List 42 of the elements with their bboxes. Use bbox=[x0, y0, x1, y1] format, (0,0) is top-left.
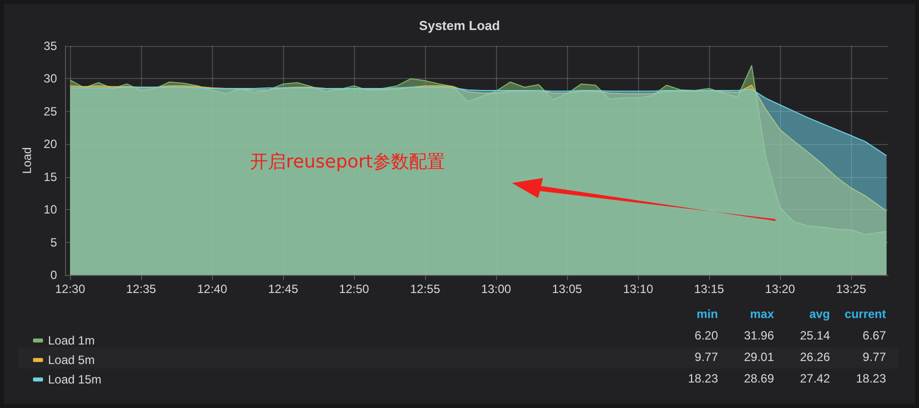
y-tick-label: 20 bbox=[44, 137, 58, 152]
text: current bbox=[844, 307, 886, 321]
text: 9.77 bbox=[862, 350, 886, 364]
text: 9.77 bbox=[694, 350, 718, 364]
x-tick-label: 13:05 bbox=[552, 282, 582, 296]
y-tick-label: 30 bbox=[44, 72, 58, 86]
text: 28.69 bbox=[744, 372, 774, 386]
text: 31.96 bbox=[744, 328, 774, 342]
text: 26.26 bbox=[800, 350, 830, 364]
text: min bbox=[696, 307, 718, 321]
x-tick-label: 12:55 bbox=[410, 282, 440, 296]
text: max bbox=[750, 307, 774, 321]
y-tick-label: 10 bbox=[44, 202, 58, 217]
text: 25.14 bbox=[800, 328, 830, 342]
x-tick-label: 13:00 bbox=[481, 282, 512, 296]
annotation: 开启reuseport参数配置 bbox=[250, 152, 445, 172]
text: 6.20 bbox=[694, 328, 718, 342]
y-tick-label: 0 bbox=[50, 268, 58, 282]
x-tick-label: 12:35 bbox=[126, 282, 156, 296]
text: 18.23 bbox=[856, 372, 886, 386]
legend-label: Load 15m bbox=[48, 372, 102, 386]
x-tick-label: 13:15 bbox=[694, 282, 724, 296]
x-tick-label: 12:50 bbox=[339, 282, 370, 296]
y-tick-label: 5 bbox=[50, 235, 58, 250]
text: 18.23 bbox=[688, 372, 718, 386]
x-tick-label: 12:40 bbox=[197, 282, 228, 296]
legend-label: Load 1m bbox=[48, 334, 95, 348]
x-tick-label: 12:30 bbox=[55, 282, 86, 296]
legend-label: Load 5m bbox=[48, 353, 95, 367]
x-tick-label: 13:25 bbox=[836, 282, 866, 296]
y-tick-label: 35 bbox=[44, 39, 58, 53]
y-axis-title: Load bbox=[20, 147, 34, 174]
text: 29.01 bbox=[744, 350, 774, 364]
x-tick-label: 13:10 bbox=[623, 282, 654, 296]
text: 27.42 bbox=[800, 372, 830, 386]
x-tick-label: 12:45 bbox=[268, 282, 298, 296]
text: avg bbox=[809, 307, 830, 321]
x-tick-label: 13:20 bbox=[765, 282, 796, 296]
text: 6.67 bbox=[862, 328, 886, 342]
y-tick-label: 15 bbox=[44, 170, 58, 184]
y-tick-label: 25 bbox=[44, 104, 58, 118]
chart-title: System Load bbox=[419, 18, 500, 33]
